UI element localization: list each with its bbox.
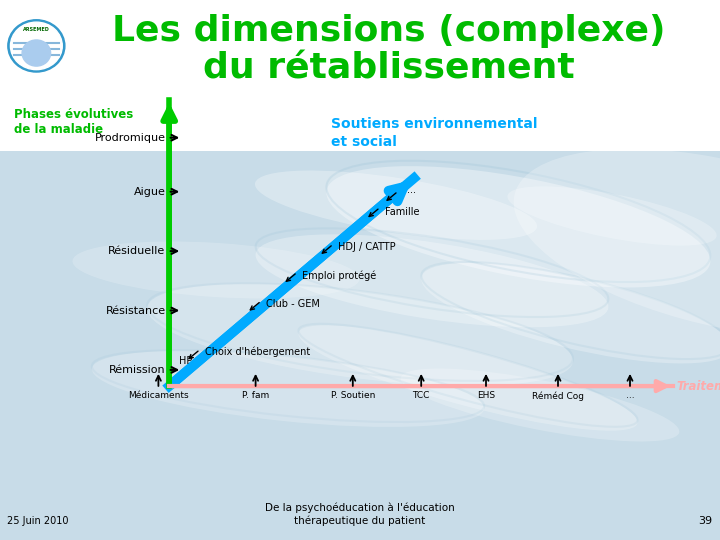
Text: Choix d'hébergement: Choix d'hébergement <box>205 347 310 357</box>
Text: Soutiens environnemental
et social: Soutiens environnemental et social <box>331 117 538 148</box>
Ellipse shape <box>421 263 720 363</box>
Text: HP: HP <box>179 356 192 366</box>
Text: Les dimensions (complexe): Les dimensions (complexe) <box>112 14 665 48</box>
Text: 25 Juin 2010: 25 Juin 2010 <box>7 516 68 526</box>
Bar <box>0 151 720 540</box>
Text: EHS: EHS <box>477 392 495 401</box>
Text: ARSEMED: ARSEMED <box>23 27 50 32</box>
Ellipse shape <box>298 325 638 431</box>
Bar <box>0 0 720 151</box>
Ellipse shape <box>256 234 608 327</box>
Text: P. fam: P. fam <box>242 392 269 401</box>
Text: ...: ... <box>407 185 416 195</box>
Text: 39: 39 <box>698 516 713 526</box>
Text: HDJ / CATTP: HDJ / CATTP <box>338 242 396 252</box>
Text: Phases évolutives
de la maladie: Phases évolutives de la maladie <box>14 108 134 136</box>
Ellipse shape <box>73 241 359 299</box>
Ellipse shape <box>508 186 716 246</box>
Text: Traitement: Traitement <box>677 380 720 393</box>
Ellipse shape <box>92 350 484 427</box>
Text: P. Soutien: P. Soutien <box>330 392 375 401</box>
Text: Emploi protégé: Emploi protégé <box>302 270 377 281</box>
Circle shape <box>8 20 65 72</box>
Text: Résiduelle: Résiduelle <box>108 246 166 256</box>
Text: TCC: TCC <box>413 392 430 401</box>
Text: Résistance: Résistance <box>105 306 166 315</box>
Text: Prodromique: Prodromique <box>94 133 166 143</box>
Text: du rétablissement: du rétablissement <box>203 51 575 85</box>
Text: Club - GEM: Club - GEM <box>266 299 320 309</box>
Text: De la psychoéducation à l'éducation
thérapeutique du patient: De la psychoéducation à l'éducation thér… <box>265 502 455 526</box>
Ellipse shape <box>326 166 711 287</box>
Ellipse shape <box>147 284 573 386</box>
Text: Réméd Cog: Réméd Cog <box>532 392 584 401</box>
Circle shape <box>10 22 63 70</box>
Text: Aigue: Aigue <box>134 187 166 197</box>
Text: Rémission: Rémission <box>109 365 166 375</box>
Text: Médicaments: Médicaments <box>128 392 189 401</box>
Ellipse shape <box>400 368 680 442</box>
Ellipse shape <box>513 149 720 337</box>
Circle shape <box>22 40 50 66</box>
Text: ...: ... <box>626 392 634 401</box>
Text: Famille: Famille <box>385 207 420 217</box>
Ellipse shape <box>255 171 537 240</box>
